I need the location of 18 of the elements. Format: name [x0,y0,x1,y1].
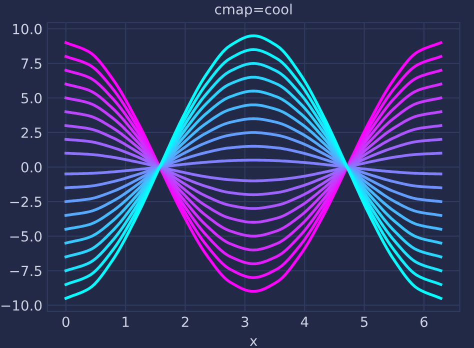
y-tick-label: 0.0 [21,162,42,173]
chart-title: cmap=cool [215,4,292,18]
y-tick-label: 5.0 [22,92,42,104]
y-tick-label: −10.0 [1,300,42,311]
x-tick-label: 4 [300,316,308,327]
y-tick-label: 10.0 [13,24,42,34]
y-tick-label: 2.5 [21,127,42,138]
x-tick-label: 5 [360,316,368,328]
y-tick-label: −7.5 [10,266,42,276]
y-tick-label: −5.0 [10,231,42,242]
x-tick-label: 2 [182,316,188,327]
x-tick-label: 6 [420,316,428,328]
x-tick-label: 3 [242,316,248,328]
y-tick-label: 7.5 [22,58,42,69]
x-tick-label: 1 [122,316,129,327]
y-tick-label: −2.5 [10,196,42,208]
x-tick-label: 0 [62,316,70,328]
x-axis-title: x [250,338,258,346]
